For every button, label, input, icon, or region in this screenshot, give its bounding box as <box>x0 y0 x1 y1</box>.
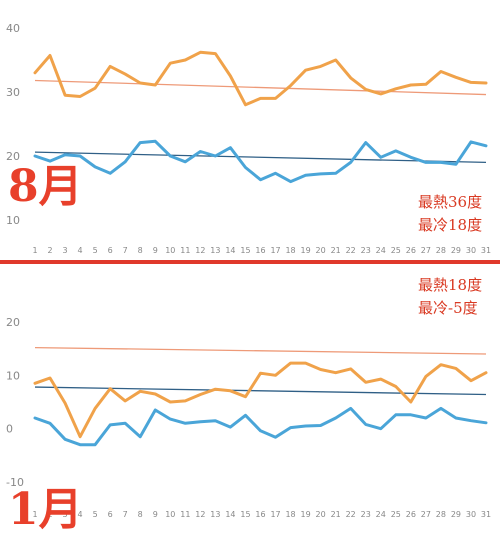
x-tick-label: 7 <box>123 510 128 519</box>
x-tick-label: 6 <box>108 246 113 255</box>
x-tick-label: 31 <box>481 246 491 255</box>
x-tick-label: 26 <box>406 510 416 519</box>
x-tick-label: 11 <box>180 510 190 519</box>
annotation-max-january: 最熱18度 <box>418 276 482 294</box>
y-tick-label: 30 <box>6 86 20 99</box>
x-tick-label: 1 <box>32 510 37 519</box>
x-tick-label: 22 <box>346 246 356 255</box>
x-tick-label: 9 <box>153 246 158 255</box>
x-tick-label: 27 <box>421 510 431 519</box>
annotation-min-august: 最冷18度 <box>418 216 482 234</box>
x-tick-label: 29 <box>451 246 461 255</box>
max-temp-line <box>33 50 488 107</box>
x-tick-label: 12 <box>195 246 205 255</box>
min-trend-line <box>34 151 487 164</box>
x-tick-label: 10 <box>165 246 175 255</box>
x-tick-label: 7 <box>123 246 128 255</box>
x-tick-label: 21 <box>331 246 341 255</box>
x-tick-label: 10 <box>165 510 175 519</box>
x-tick-label: 13 <box>210 510 220 519</box>
annotation-min-january: 最冷-5度 <box>418 299 478 317</box>
x-tick-label: 11 <box>180 246 190 255</box>
x-tick-label: 27 <box>421 246 431 255</box>
x-tick-label: 17 <box>270 246 280 255</box>
x-tick-label: 4 <box>78 510 83 519</box>
x-tick-label: 23 <box>361 510 371 519</box>
x-tick-label: 14 <box>225 510 235 519</box>
x-tick-label: 24 <box>376 246 386 255</box>
x-tick-label: 28 <box>436 246 446 255</box>
x-tick-label: 3 <box>63 246 68 255</box>
x-tick-label: 5 <box>93 510 98 519</box>
x-tick-label: 4 <box>78 246 83 255</box>
x-tick-label: 2 <box>47 246 52 255</box>
x-tick-label: 8 <box>138 246 143 255</box>
x-tick-label: 14 <box>225 246 235 255</box>
x-tick-label: 15 <box>240 510 250 519</box>
x-tick-label: 25 <box>391 246 401 255</box>
x-tick-label: 21 <box>331 510 341 519</box>
x-tick-label: 17 <box>270 510 280 519</box>
x-tick-label: 13 <box>210 246 220 255</box>
x-tick-label: 23 <box>361 246 371 255</box>
x-tick-label: 18 <box>285 510 295 519</box>
x-tick-label: 5 <box>93 246 98 255</box>
x-tick-label: 25 <box>391 510 401 519</box>
x-tick-label: 16 <box>255 246 265 255</box>
x-tick-label: 31 <box>481 510 491 519</box>
x-tick-label: 22 <box>346 510 356 519</box>
x-tick-label: 29 <box>451 510 461 519</box>
x-tick-label: 2 <box>47 510 52 519</box>
min-temp-line <box>33 139 488 184</box>
x-tick-label: 20 <box>316 246 326 255</box>
x-tick-label: 30 <box>466 510 476 519</box>
month-label-august: 8月 <box>8 161 83 212</box>
x-tick-label: 8 <box>138 510 143 519</box>
month-label-january: 1月 <box>8 484 83 533</box>
x-tick-label: 9 <box>153 510 158 519</box>
x-tick-label: 6 <box>108 510 113 519</box>
x-tick-label: 18 <box>285 246 295 255</box>
y-tick-label: 40 <box>6 22 20 35</box>
x-tick-label: 30 <box>466 246 476 255</box>
x-tick-label: 20 <box>316 510 326 519</box>
annotation-max-august: 最熱36度 <box>418 193 482 211</box>
x-tick-label: 3 <box>63 510 68 519</box>
y-tick-label: 20 <box>6 316 20 329</box>
y-tick-label: -10 <box>6 476 24 489</box>
max-temp-line <box>33 361 488 439</box>
y-tick-label: 0 <box>6 423 13 436</box>
y-tick-label: 20 <box>6 150 20 163</box>
x-tick-label: 1 <box>32 246 37 255</box>
x-tick-label: 28 <box>436 510 446 519</box>
x-tick-label: 15 <box>240 246 250 255</box>
x-tick-label: 19 <box>301 246 311 255</box>
x-tick-label: 12 <box>195 510 205 519</box>
y-tick-label: 10 <box>6 214 20 227</box>
min-temp-line <box>33 406 488 447</box>
max-trend-line <box>34 79 487 96</box>
x-tick-label: 16 <box>255 510 265 519</box>
x-tick-label: 19 <box>301 510 311 519</box>
y-tick-label: 10 <box>6 369 20 382</box>
x-tick-label: 26 <box>406 246 416 255</box>
max-trend-line <box>34 346 487 355</box>
x-tick-label: 24 <box>376 510 386 519</box>
